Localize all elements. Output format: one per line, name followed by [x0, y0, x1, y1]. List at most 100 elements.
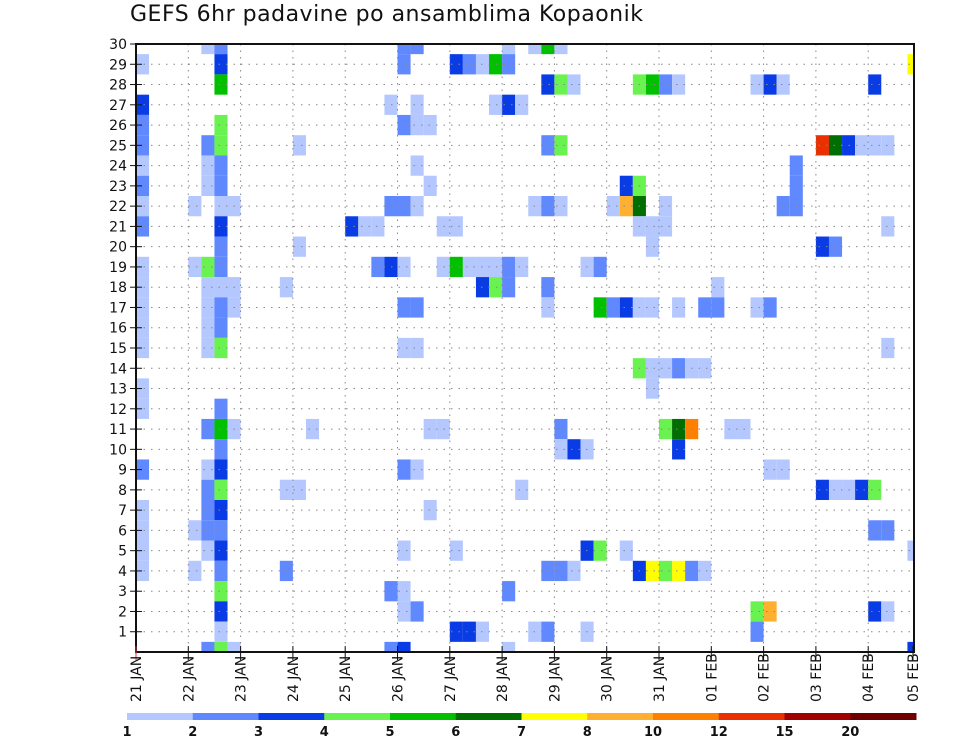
- y-tick-label: 3: [118, 584, 127, 600]
- heatmap-cell: [227, 641, 241, 652]
- heatmap-cell: [815, 236, 829, 257]
- colorbar-label: 5: [385, 725, 394, 740]
- heatmap-cell: [855, 479, 869, 500]
- heatmap-cell: [776, 74, 790, 95]
- heatmap-cell: [397, 337, 411, 359]
- y-tick-label: 12: [109, 402, 127, 418]
- heatmap-cell: [397, 641, 411, 652]
- y-tick-label: 21: [109, 219, 127, 235]
- heatmap-cell: [397, 196, 411, 217]
- heatmap-cell: [410, 601, 424, 622]
- heatmap-cell: [423, 175, 437, 196]
- heatmap-cell: [136, 216, 150, 237]
- heatmap-cell: [554, 74, 568, 95]
- heatmap-cell: [711, 297, 725, 318]
- heatmap-cell: [201, 44, 215, 55]
- heatmap-cell: [593, 540, 607, 561]
- heatmap-cell: [397, 297, 411, 318]
- heatmap-cell: [907, 641, 914, 652]
- heatmap-cell: [645, 236, 659, 257]
- heatmap-cell: [462, 54, 476, 75]
- heatmap-cell: [619, 540, 633, 561]
- heatmap-cell: [554, 560, 568, 582]
- heatmap-cell: [397, 256, 411, 278]
- heatmap-cell: [423, 114, 437, 136]
- y-tick-label: 8: [118, 483, 127, 499]
- heatmap-cell: [815, 135, 829, 156]
- heatmap-cell: [606, 297, 620, 318]
- heatmap-cell: [750, 601, 764, 622]
- heatmap-cell: [449, 540, 463, 561]
- heatmap-cell: [645, 560, 659, 582]
- x-tick-label: 27 JAN: [443, 656, 459, 702]
- y-tick-label: 9: [118, 463, 127, 479]
- heatmap-cell: [868, 135, 882, 156]
- heatmap-cell: [345, 216, 359, 237]
- x-tick-label: 24 JAN: [286, 656, 302, 702]
- y-axis: 1234567891011121314151617181920212223242…: [109, 37, 142, 641]
- heatmap-cell: [384, 641, 398, 652]
- heatmap-cell: [201, 135, 215, 156]
- heatmap-cell: [828, 135, 843, 156]
- y-tick-label: 23: [109, 179, 127, 195]
- heatmap-cell: [593, 297, 607, 318]
- heatmap-cell: [214, 581, 228, 602]
- heatmap-cell: [136, 337, 150, 359]
- heatmap-cell: [423, 500, 437, 521]
- colorbar-label: 12: [710, 725, 728, 740]
- heatmap-cell: [136, 277, 150, 298]
- colorbar: 1 2 3 4 5 6 7 8 10 12 15 20: [122, 713, 917, 740]
- x-tick-label: 30 JAN: [600, 656, 616, 702]
- heatmap-cell: [541, 196, 555, 217]
- chart-title: GEFS 6hr padavine po ansamblima Kopaonik: [130, 2, 644, 27]
- heatmap-cell: [136, 560, 150, 582]
- colorbar-swatch: [258, 713, 325, 720]
- heatmap-cell: [214, 54, 228, 75]
- y-tick-label: 11: [109, 422, 127, 438]
- heatmap-cell: [188, 560, 202, 582]
- heatmap-cell: [449, 256, 463, 278]
- heatmap-cell: [528, 44, 542, 55]
- heatmap-cell: [201, 479, 215, 500]
- heatmap-cell: [776, 196, 790, 217]
- heatmap-cell: [292, 479, 306, 500]
- heatmap-cell: [462, 256, 476, 278]
- colorbar-label: 3: [254, 725, 263, 740]
- heatmap-cell: [567, 560, 581, 582]
- x-tick-label: 01 FEB: [704, 653, 720, 702]
- heatmap-cell: [449, 54, 463, 75]
- heatmap-cell: [593, 256, 607, 278]
- heatmap-cell: [384, 196, 398, 217]
- heatmap-cell: [188, 520, 202, 541]
- heatmap-cell: [698, 358, 712, 379]
- heatmap-cell: [698, 560, 712, 582]
- heatmap-cell: [410, 94, 424, 115]
- y-tick-label: 14: [109, 361, 127, 377]
- heatmap-cell: [659, 74, 673, 95]
- heatmap-cell: [397, 54, 411, 75]
- heatmap-cell: [397, 581, 411, 602]
- colorbar-swatch: [587, 713, 654, 720]
- heatmap-cell: [214, 540, 228, 561]
- x-tick-label: 05 FEB: [906, 653, 922, 702]
- heatmap-cell: [567, 74, 581, 95]
- heatmap-cell: [515, 256, 529, 278]
- heatmap-cell: [489, 256, 503, 278]
- heatmap-cell: [214, 479, 228, 500]
- heatmap-cell: [410, 196, 424, 217]
- heatmap-cell: [214, 500, 228, 521]
- heatmap-cell: [384, 94, 398, 115]
- heatmap-cell: [645, 378, 659, 399]
- heatmap-cell: [397, 540, 411, 561]
- heatmap-cell: [554, 418, 568, 440]
- x-tick-label: 25 JAN: [338, 656, 354, 702]
- heatmap-cell: [214, 621, 228, 642]
- heatmap-cell: [659, 196, 673, 217]
- y-tick-label: 25: [109, 138, 127, 154]
- heatmap-cell: [750, 297, 764, 318]
- heatmap-cell: [449, 216, 463, 237]
- y-tick-label: 6: [118, 523, 127, 539]
- colorbar-label: 10: [644, 725, 662, 740]
- heatmap-cell: [659, 560, 673, 582]
- heatmap-cell: [436, 256, 450, 278]
